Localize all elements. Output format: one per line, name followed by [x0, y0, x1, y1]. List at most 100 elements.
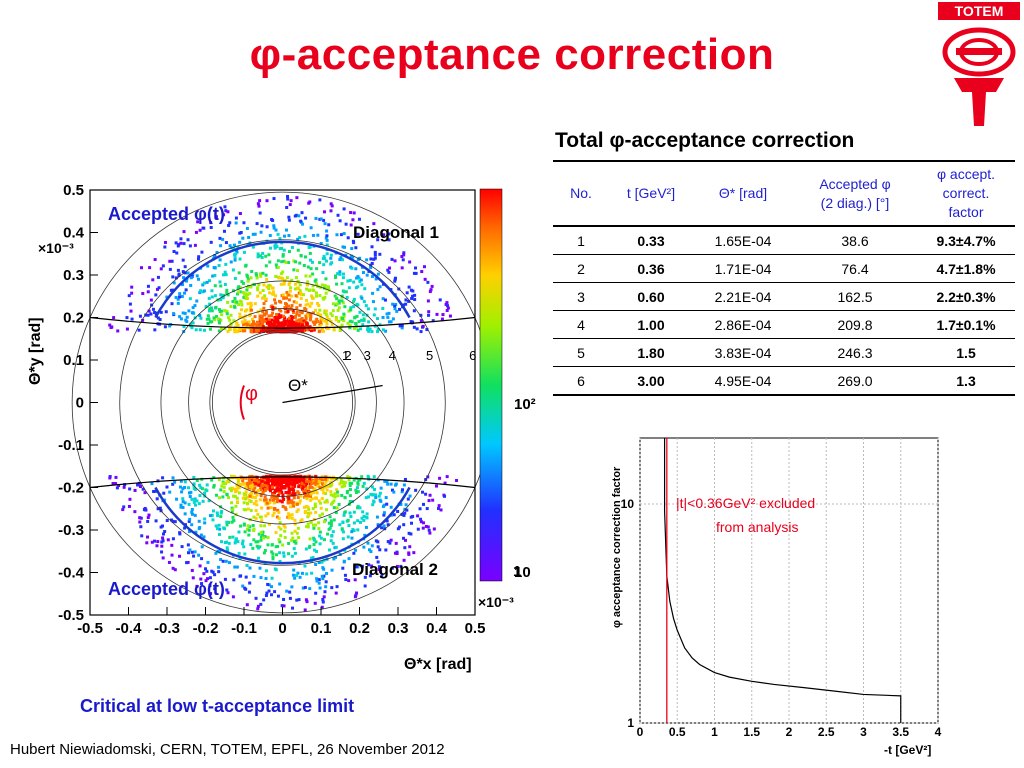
- heatmap-cell: [217, 570, 221, 574]
- heatmap-cell: [384, 496, 388, 500]
- heatmap-cell: [255, 503, 259, 507]
- heatmap-cell: [153, 328, 157, 332]
- heatmap-cell: [335, 488, 339, 492]
- cell-theta: 3.83E-04: [693, 338, 793, 367]
- heatmap-cell: [325, 238, 329, 242]
- heatmap-cell: [361, 484, 365, 488]
- heatmap-cell: [151, 278, 155, 282]
- heatmap-cell: [190, 510, 194, 514]
- heatmap-cell: [231, 595, 235, 599]
- heatmap-cell: [188, 244, 192, 248]
- heatmap-cell: [178, 554, 182, 558]
- heatmap-cell: [353, 578, 357, 582]
- heatmap-cell: [308, 587, 312, 591]
- heatmap-cell: [309, 492, 313, 496]
- heatmap-cell: [278, 582, 282, 586]
- heatmap-cell: [384, 329, 388, 333]
- heatmap-cell: [319, 313, 323, 317]
- heatmap-cell: [261, 325, 265, 329]
- heatmap-cell: [264, 593, 268, 597]
- heatmap-cell: [212, 476, 216, 480]
- heatmap-cell: [322, 491, 326, 495]
- heatmap-cell: [301, 222, 305, 226]
- heatmap-cell: [338, 329, 342, 333]
- heatmap-cell: [361, 323, 365, 327]
- heatmap-cell: [233, 541, 237, 545]
- heatmap-cell: [323, 319, 327, 323]
- heatmap-cell: [161, 556, 165, 560]
- heatmap-cell: [297, 328, 301, 332]
- heatmap-cell: [354, 490, 358, 494]
- heatmap-cell: [378, 285, 382, 289]
- heatmap-cell: [173, 520, 177, 524]
- heatmap-cell: [315, 294, 319, 298]
- heatmap-cell: [247, 478, 251, 482]
- heatmap-cell: [250, 322, 254, 326]
- y-tick-label: 0.4: [63, 225, 85, 242]
- heatmap-cell: [276, 544, 280, 548]
- heatmap-cell: [219, 511, 223, 515]
- heatmap-cell: [133, 488, 137, 492]
- heatmap-cell: [336, 490, 340, 494]
- heatmap-cell: [403, 546, 407, 550]
- heatmap-cell: [278, 540, 282, 544]
- heatmap-cell: [225, 309, 229, 313]
- heatmap-cell: [378, 252, 382, 256]
- heatmap-cell: [274, 274, 278, 278]
- heatmap-cell: [376, 540, 380, 544]
- heatmap-cell: [150, 482, 154, 486]
- heatmap-cell: [351, 528, 355, 532]
- heatmap-cell: [316, 311, 320, 315]
- heatmap-cell: [360, 516, 364, 520]
- heatmap-cell: [375, 317, 379, 321]
- heatmap-cell: [339, 256, 343, 260]
- heatmap-cell: [421, 324, 425, 328]
- heatmap-cell: [352, 510, 356, 514]
- heatmap-cell: [278, 315, 282, 319]
- heatmap-cell: [329, 312, 333, 316]
- heatmap-cell: [352, 299, 356, 303]
- heatmap-cell: [346, 475, 350, 479]
- heatmap-cell: [431, 319, 435, 323]
- heatmap-cell: [251, 495, 255, 499]
- heatmap-cell: [209, 221, 213, 225]
- heatmap-cell: [393, 551, 397, 555]
- heatmap-cell: [317, 499, 321, 503]
- heatmap-cell: [421, 521, 425, 525]
- heatmap-cell: [293, 551, 297, 555]
- acceptance-rings: [71, 191, 494, 614]
- heatmap-cell: [317, 304, 321, 308]
- heatmap-cell: [295, 319, 299, 323]
- heatmap-cell: [296, 237, 300, 241]
- heatmap-cell: [303, 327, 307, 331]
- heatmap-cell: [292, 480, 296, 484]
- heatmap-cell: [279, 527, 283, 531]
- heatmap-cell: [386, 482, 390, 486]
- heatmap-cell: [199, 316, 203, 320]
- heatmap-cell: [310, 571, 314, 575]
- heatmap-cell: [146, 313, 150, 317]
- heatmap-cell: [193, 304, 197, 308]
- heatmap-cell: [228, 535, 232, 539]
- heatmap-cell: [265, 501, 269, 505]
- heatmap-cell: [222, 485, 226, 489]
- heatmap-cell: [290, 488, 294, 492]
- heatmap-cell: [229, 489, 233, 493]
- heatmap-cell: [189, 283, 193, 287]
- heatmap-cell: [276, 485, 280, 489]
- heatmap-cell: [408, 260, 412, 264]
- heatmap-cell: [218, 280, 222, 284]
- heatmap-cell: [225, 546, 229, 550]
- heatmap-cell: [329, 262, 333, 266]
- heatmap-cell: [290, 585, 294, 589]
- heatmap-cell: [217, 565, 221, 569]
- heatmap-cell: [271, 325, 275, 329]
- cell-no: 2: [553, 254, 609, 283]
- heatmap-cell: [349, 306, 353, 310]
- heatmap-cell: [256, 294, 260, 298]
- heatmap-cell: [357, 320, 361, 324]
- heatmap-cell: [244, 294, 248, 298]
- heatmap-cell: [258, 314, 262, 318]
- heatmap-cell: [251, 320, 255, 324]
- heatmap-cell: [197, 255, 201, 259]
